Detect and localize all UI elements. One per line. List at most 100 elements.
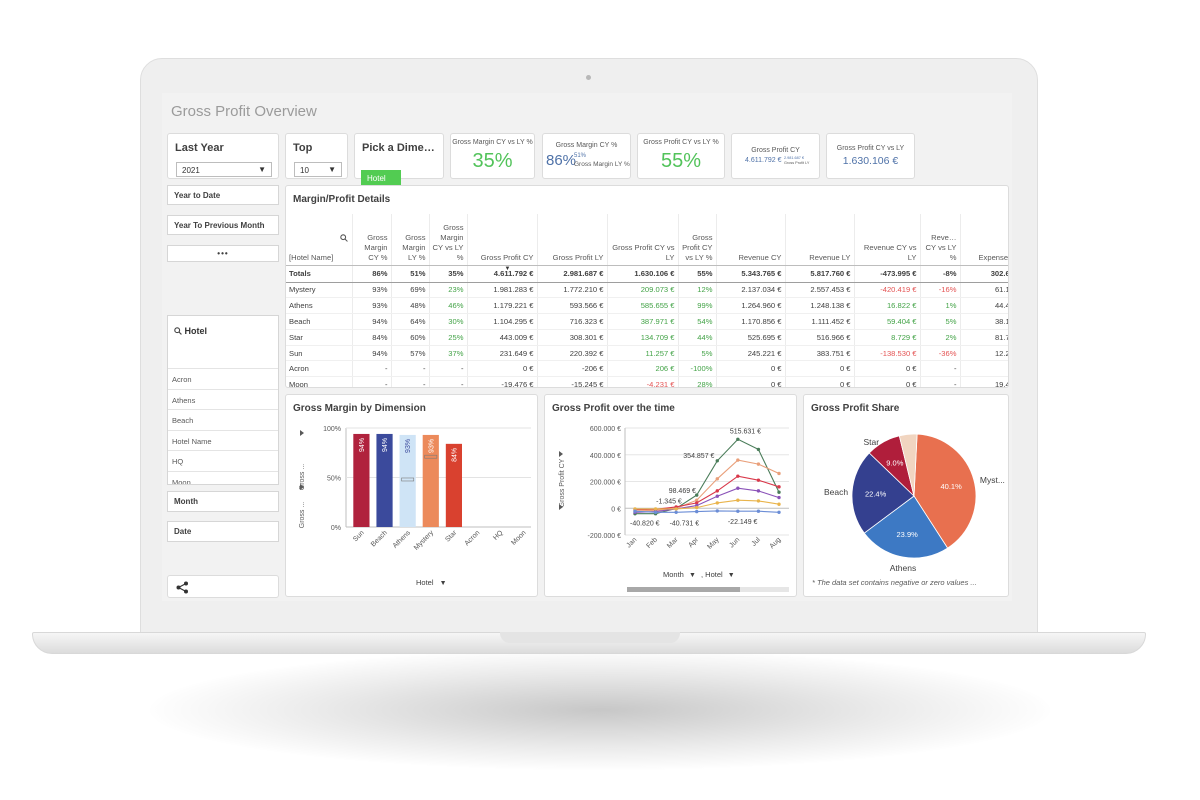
bar-data-label: 94%	[359, 438, 366, 452]
year-filter-label: Last Year	[175, 142, 224, 154]
bar-data-label: 93%	[405, 439, 412, 453]
list-item[interactable]: Moon	[168, 470, 278, 484]
list-item[interactable]: Beach	[168, 409, 278, 430]
table-cell: 585.655 €	[607, 297, 679, 315]
x-tick-label: May	[706, 536, 721, 551]
x-tick-label: Star	[444, 529, 459, 544]
column-header[interactable]: Gross Margin LY %	[391, 214, 430, 266]
slice-value-label: 22.4%	[865, 490, 887, 499]
kpi-title: Gross Profit CY	[751, 147, 800, 154]
table-cell: 1.111.452 €	[785, 313, 855, 330]
search-icon	[174, 326, 185, 336]
data-point	[633, 509, 637, 513]
table-cell: 51%	[391, 265, 430, 283]
column-header[interactable]: Expenses CY	[960, 214, 1008, 266]
table-row[interactable]: Sun 94% 57% 37% 231.649 €220.392 €11.257 €5%…	[286, 345, 1008, 362]
table-cell: 37%	[429, 345, 468, 362]
kpi-title: Gross Margin CY vs LY %	[452, 139, 533, 146]
table-cell: Sun	[286, 345, 353, 362]
table-cell: 206 €	[607, 360, 679, 378]
y-axis-title: Gross ...	[299, 464, 306, 491]
column-header[interactable]: Revenue CY	[716, 214, 786, 266]
hotel-listbox-title: Hotel	[184, 326, 208, 336]
top-filter-label: Top	[293, 142, 313, 154]
kpi-gm-cy-pct: Gross Margin CY % 86% 51% Gross Margin L…	[542, 133, 631, 179]
kpi-value: 1.630.106 €	[842, 155, 899, 167]
table-row[interactable]: Athens 93% 48% 46% 1.179.221 €593.566 €585.6…	[286, 297, 1008, 315]
top-select[interactable]: 10 ▼	[294, 162, 342, 177]
scrollbar-thumb[interactable]	[627, 587, 740, 592]
dimension-hotel-button[interactable]: Hotel	[361, 170, 401, 187]
table-cell: 525.695 €	[716, 329, 786, 346]
list-item[interactable]: Athens	[168, 388, 278, 410]
more-options-button[interactable]: •••	[167, 245, 279, 262]
table-cell: Totals	[286, 265, 353, 283]
horizontal-scrollbar[interactable]	[627, 587, 789, 592]
hotel-listbox-header[interactable]: Hotel	[174, 326, 207, 336]
column-header[interactable]: Gross Profit CY ▼	[467, 214, 538, 272]
table-cell: 383.751 €	[785, 345, 855, 362]
column-header[interactable]: Gross Margin CY vs LY %	[429, 214, 468, 266]
data-point	[736, 474, 740, 478]
data-label: 354.857 €	[683, 453, 714, 460]
column-header[interactable]: Gross Margin CY %	[352, 214, 392, 266]
y-tick-label: 200.000 €	[590, 480, 621, 487]
table-cell: 0 €	[960, 360, 1008, 378]
table-cell: 2%	[920, 329, 961, 346]
list-item[interactable]: Acron	[168, 368, 278, 389]
data-point	[736, 486, 740, 490]
table-cell: 69%	[391, 282, 430, 299]
table-cell: 12.299 €	[960, 345, 1008, 362]
table-row[interactable]: Acron---0 €-206 €206 €-100%0 €0 €0 €-0 €	[286, 360, 1008, 378]
gross-profit-share-card: Gross Profit Share 40.1% Myst... 23.9% Athe…	[803, 394, 1009, 597]
column-header[interactable]: Revenue LY	[785, 214, 855, 266]
data-label: -1.345 €	[656, 498, 682, 505]
column-header[interactable]: Reve… CY vs LY %	[920, 214, 961, 266]
hotel-listbox: Hotel Acron Athens Beach Hotel Name HQ Moon	[167, 315, 279, 485]
table-cell: 308.301 €	[537, 329, 608, 346]
dimension-selector[interactable]: Hotel ▼	[416, 578, 447, 587]
table-cell: 5.343.765 €	[716, 265, 786, 283]
table-cell: 220.392 €	[537, 345, 608, 362]
column-header[interactable]: Gross Profit LY	[537, 214, 608, 266]
target-marker	[401, 477, 415, 482]
column-header[interactable]: Gross Profit CY vs LY	[607, 214, 679, 266]
y-tick-label: 400.000 €	[590, 453, 621, 460]
table-cell: 8.729 €	[854, 329, 921, 346]
year-to-previous-month-button[interactable]: Year To Previous Month	[167, 215, 279, 235]
bar	[376, 433, 393, 527]
line-dimension-selector[interactable]: Month ▼ , Hotel ▼	[663, 570, 735, 579]
table-row[interactable]: Beach 94% 64% 30% 1.104.295 €716.323 €387.97…	[286, 313, 1008, 330]
laptop-notch	[500, 632, 680, 643]
data-label: 98.469 €	[669, 488, 696, 495]
x-tick-label: Jul	[751, 536, 763, 548]
column-header[interactable]: Revenue CY vs LY	[854, 214, 921, 266]
share-button[interactable]	[167, 575, 279, 598]
data-point	[715, 501, 719, 505]
list-item[interactable]: HQ	[168, 450, 278, 471]
table-row[interactable]: Mystery 93% 69% 23% 1.981.283 €1.772.210 €20…	[286, 282, 1008, 299]
table-cell: -138.530 €	[854, 345, 921, 362]
data-point	[777, 510, 781, 514]
gross-profit-share-pie: 40.1% Myst... 23.9% Athens 22.4% Beach 9.0% Sta…	[824, 433, 1005, 573]
x-tick-label: Jan	[625, 536, 638, 549]
sort-descending-icon[interactable]: ▼	[504, 265, 511, 272]
table-row[interactable]: Star 84% 60% 25% 443.009 €308.301 €134.709 €…	[286, 329, 1008, 346]
year-select[interactable]: 2021 ▼	[176, 162, 272, 177]
table-cell: 0 €	[716, 360, 786, 378]
search-icon[interactable]	[339, 234, 348, 245]
kpi-value: 4.611.792 €	[745, 157, 782, 164]
expand-arrow-icon	[559, 451, 563, 457]
year-to-date-button[interactable]: Year to Date	[167, 185, 279, 205]
data-point	[653, 507, 658, 511]
data-point	[715, 494, 719, 498]
column-header[interactable]: Gross Profit CY vs LY %	[678, 214, 717, 266]
list-item[interactable]: Hotel Name	[168, 429, 278, 451]
kpi-gp-cy: Gross Profit CY 4.611.792 € 2.981.687 € …	[731, 133, 820, 179]
month-filter[interactable]: Month	[167, 491, 279, 512]
date-filter[interactable]: Date	[167, 521, 279, 542]
column-header[interactable]: [Hotel Name]	[286, 214, 353, 266]
table-cell: Beach	[286, 313, 353, 330]
table-row[interactable]: Moon - - - -19.476 € -15.245 € -4.231 €28% 0 €0…	[286, 376, 1008, 387]
table-cell: 23%	[429, 282, 468, 299]
